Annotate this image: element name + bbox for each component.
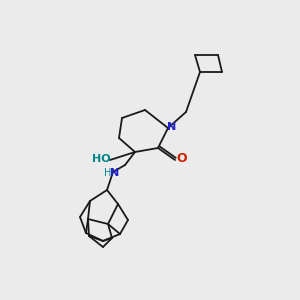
Text: N: N [167, 122, 177, 132]
Text: HO: HO [92, 154, 110, 164]
Text: O: O [177, 152, 187, 166]
Text: N: N [110, 168, 120, 178]
Text: H: H [104, 168, 112, 178]
